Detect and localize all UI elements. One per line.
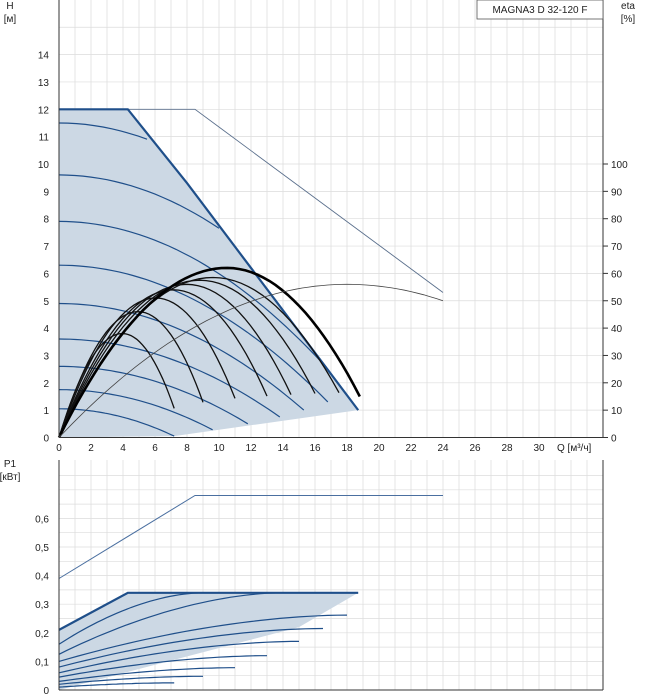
x-tick-label: 0 (56, 443, 62, 454)
p1-tick-label: 0,1 (35, 657, 49, 668)
y-tick-label: 3 (43, 351, 49, 362)
model-title-box (476, 0, 604, 20)
single-pump-max-line (127, 108, 444, 293)
y-axis-label-h: H (6, 1, 13, 12)
max-head-curve (59, 108, 360, 411)
p1-tick-label: 0,6 (35, 514, 49, 525)
x-tick-label: 30 (533, 443, 545, 454)
x-tick-label: 20 (373, 443, 385, 454)
y-tick-label: 12 (38, 105, 50, 116)
x-tick-label: 12 (245, 443, 257, 454)
y-tick-label: 14 (38, 51, 50, 62)
p1-tick-label: 0 (43, 686, 49, 697)
y-tick-label: 0 (43, 434, 49, 445)
y2-tick-label: 40 (611, 324, 623, 335)
speed-curve (59, 408, 175, 437)
y2-tick-label: 100 (611, 160, 628, 171)
max-power-curve (58, 591, 359, 631)
x-tick-label: 28 (501, 443, 513, 454)
axes (58, 0, 604, 691)
y-tick-label: 5 (43, 297, 49, 308)
p1-tick-label: 0,5 (35, 543, 49, 554)
y-axis-unit-h: [м] (4, 14, 17, 25)
power-speed-curve (58, 655, 267, 678)
y2-tick-label: 90 (611, 187, 623, 198)
y-tick-label: 4 (43, 324, 49, 335)
tick-labels: 0 2 4 6 8 10 12 14 16 18 20 22 24 26 28 300123456789101… (35, 51, 628, 697)
y-tick-label: 11 (39, 133, 50, 144)
y-tick-label: 9 (43, 187, 49, 198)
x-tick-label: 2 (88, 443, 94, 454)
y2-tick-label: 0 (611, 434, 617, 445)
x-tick-label: 10 (213, 443, 225, 454)
power-speed-curve (58, 682, 175, 688)
p1-tick-label: 0,4 (35, 572, 49, 583)
x-tick-label: 22 (405, 443, 417, 454)
upper-operating-area (59, 109, 359, 438)
power-speed-curve (58, 592, 204, 645)
y2-tick-label: 20 (611, 379, 623, 390)
head-curves (58, 108, 444, 437)
x-tick-label: 24 (437, 443, 449, 454)
y2-axis-label-eta: eta (621, 1, 635, 12)
y2-tick-label: 80 (611, 215, 623, 226)
efficiency-thin-curve (58, 283, 444, 438)
power-speed-curve (58, 675, 203, 685)
x-tick-label: 16 (309, 443, 321, 454)
x-tick-label: 26 (469, 443, 481, 454)
x-tick-label: 8 (184, 443, 190, 454)
p1-tick-label: 0,2 (35, 629, 49, 640)
operating-area-fill (59, 109, 359, 438)
y-tick-label: 8 (43, 215, 49, 226)
speed-curve (58, 264, 329, 403)
y-tick-label: 6 (43, 269, 49, 280)
x-tick-label: 6 (152, 443, 158, 454)
power-speed-curve (58, 640, 299, 674)
model-title: MAGNA3 D 32-120 F (492, 5, 587, 16)
y2-axis-unit-eta: [%] (621, 14, 636, 25)
lower-chart-grid (58, 460, 604, 691)
y-tick-label: 10 (38, 160, 50, 171)
power-speed-curve (58, 667, 235, 682)
y2-tick-label: 10 (611, 406, 623, 417)
power-speed-curve (58, 614, 348, 662)
y2-tick-label: 70 (611, 242, 623, 253)
speed-curve (58, 122, 148, 140)
y-axis-unit-p1: [кВт] (0, 472, 21, 483)
y-tick-label: 7 (43, 242, 49, 253)
x-tick-label: 14 (277, 443, 289, 454)
speed-curve (58, 174, 220, 229)
power-speed-curve (58, 592, 284, 655)
power-speed-curve (58, 627, 324, 668)
speed-curve (58, 220, 323, 364)
y2-tick-label: 60 (611, 269, 623, 280)
efficiency-curves (57, 266, 444, 439)
y-tick-label: 2 (43, 379, 49, 390)
y2-tick-label: 50 (611, 297, 623, 308)
y-tick-label: 13 (38, 78, 50, 89)
x-axis-label-q: Q [м³/ч] (557, 443, 592, 454)
y-axis-label-p1: P1 (4, 459, 17, 470)
speed-curve (58, 302, 305, 411)
p1-tick-label: 0,3 (35, 600, 49, 611)
y-tick-label: 1 (43, 406, 49, 417)
x-tick-label: 4 (120, 443, 126, 454)
efficiency-max-curve (57, 266, 361, 439)
twin-power-line (58, 495, 443, 579)
power-curves (58, 495, 443, 688)
speed-curve (58, 338, 281, 418)
y2-tick-label: 30 (611, 351, 623, 362)
x-tick-label: 18 (341, 443, 353, 454)
